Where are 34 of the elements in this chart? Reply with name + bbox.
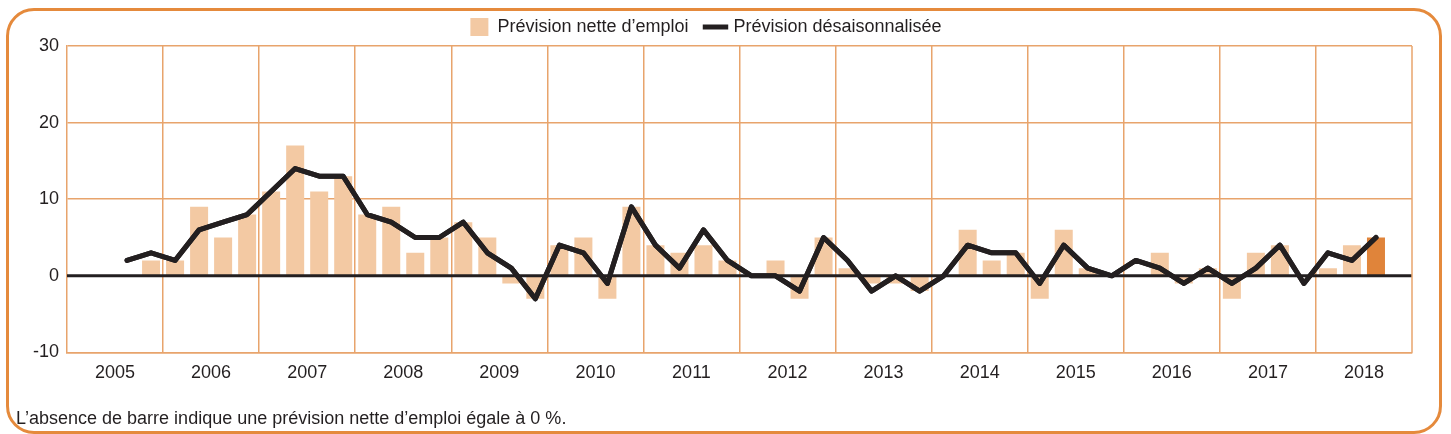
bar [406,252,425,276]
x-tick-label: 2009 [479,362,520,383]
x-tick-label: 2005 [95,362,136,383]
y-tick-label: 10 [38,188,59,209]
bar [262,191,281,276]
x-tick-label: 2015 [1055,362,1096,383]
bar [238,214,257,276]
x-tick-label: 2018 [1343,362,1384,383]
y-tick-label: -10 [32,341,59,362]
x-tick-label: 2007 [287,362,328,383]
x-tick-label: 2011 [672,362,711,383]
y-tick-label: 30 [38,34,59,55]
bar [286,145,305,276]
bar [334,176,353,276]
y-tick-label: 0 [48,264,59,285]
bar [142,260,161,276]
x-tick-label: 2006 [191,362,232,383]
y-tick-label: 20 [38,111,59,132]
bar [694,245,713,276]
x-tick-label: 2013 [863,362,904,383]
x-tick-label: 2017 [1247,362,1288,383]
bar [982,260,1001,276]
legend-label: Prévision nette d’emploi [497,15,689,36]
bar [214,237,233,276]
x-tick-label: 2010 [575,362,616,383]
x-tick-label: 2012 [767,362,808,383]
legend-label: Prévision désaisonnalisée [733,15,942,36]
bar [310,191,329,276]
text: L’absence de barre indique une prévision nette d’emploi égale à 0 %. [16,408,567,428]
x-tick-label: 2016 [1151,362,1192,383]
bar [430,237,449,276]
x-tick-label: 2008 [383,362,424,383]
bar [358,214,377,276]
x-tick-label: 2014 [959,362,1000,383]
